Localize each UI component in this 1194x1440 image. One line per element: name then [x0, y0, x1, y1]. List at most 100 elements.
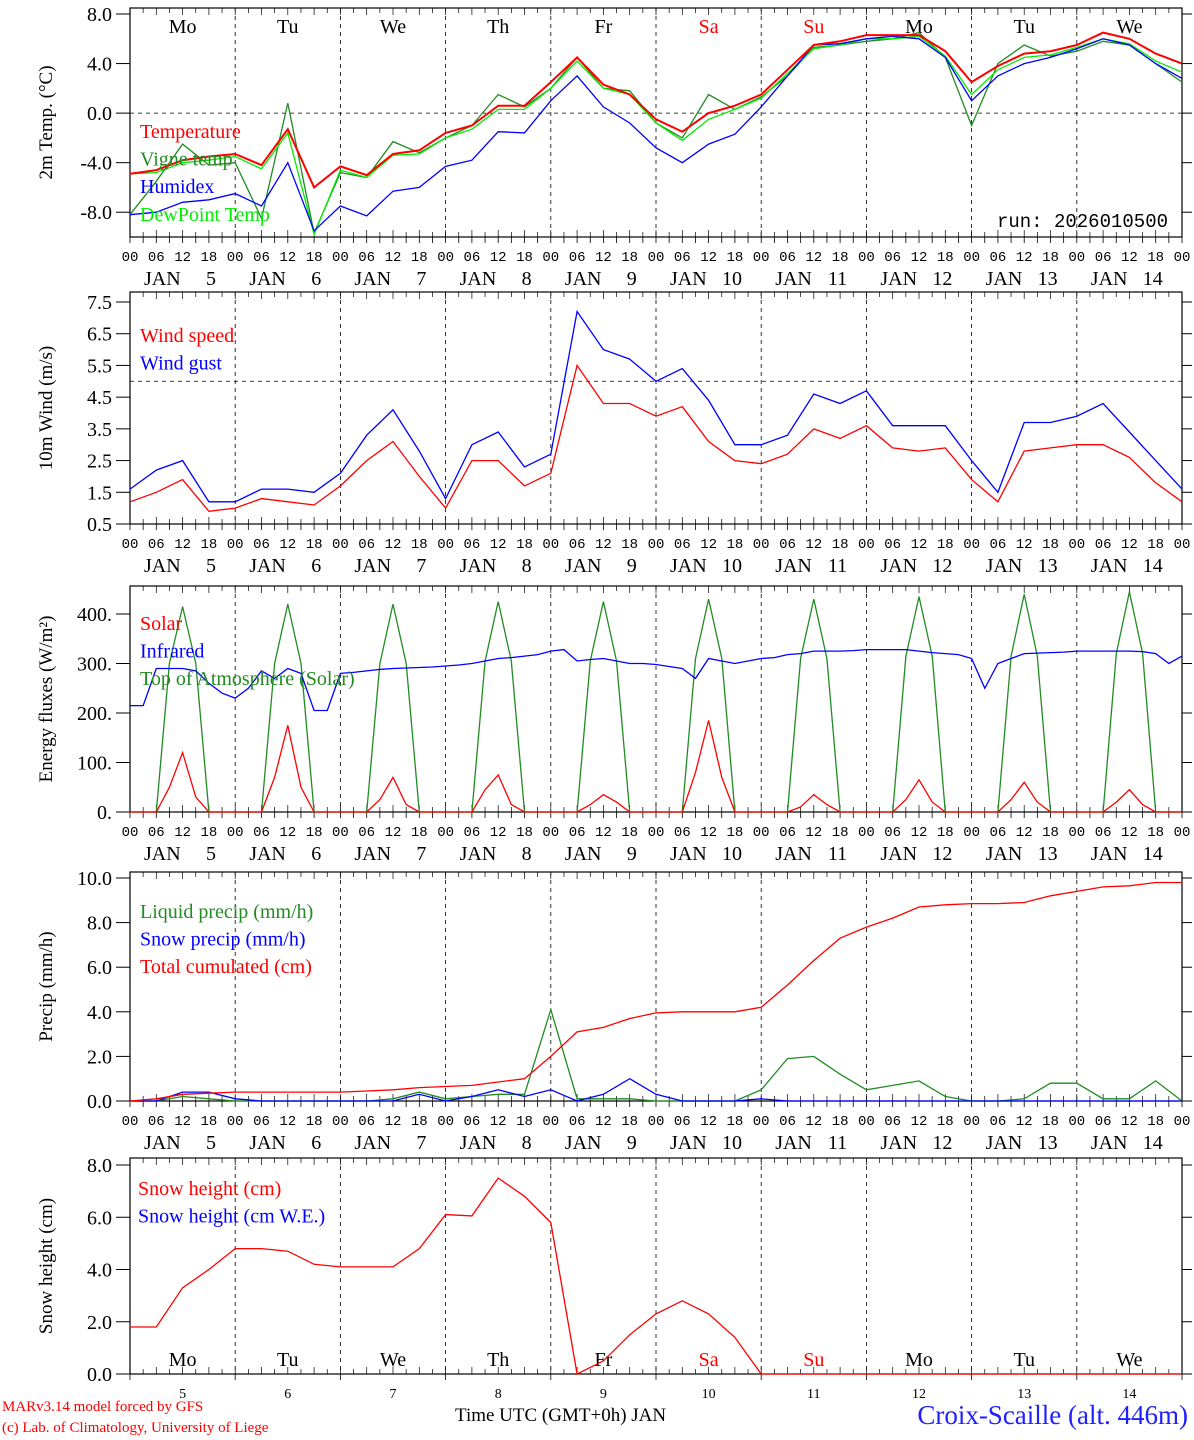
weekday-label: Mo: [169, 16, 197, 38]
series-wind-speed: [129, 363, 1183, 512]
hour-tick-label: 12: [1121, 1114, 1138, 1130]
month-label: JAN: [1091, 1132, 1128, 1154]
hour-tick-label: 12: [174, 825, 191, 841]
hour-tick-label: 00: [437, 250, 454, 266]
day-label: 8: [522, 268, 532, 290]
hour-tick-label: 18: [1042, 250, 1059, 266]
hour-tick-label: 06: [358, 250, 375, 266]
legend-entry: Temperature: [140, 121, 241, 143]
series-snow-precip-mm-h-: [130, 1077, 1182, 1102]
y-tick-label: 6.5: [87, 324, 112, 346]
hour-tick-label: 00: [332, 825, 349, 841]
day-number-label: 9: [600, 1387, 607, 1402]
day-label: 9: [627, 555, 637, 577]
hour-tick-label: 00: [122, 825, 139, 841]
month-label: JAN: [354, 843, 391, 865]
hour-tick-label: 00: [332, 250, 349, 266]
hour-tick-label: 06: [148, 825, 165, 841]
hour-tick-label: 18: [726, 1114, 743, 1130]
hour-tick-label: 06: [674, 1114, 691, 1130]
hour-tick-label: 18: [200, 825, 217, 841]
hour-tick-label: 00: [1068, 537, 1085, 553]
weekday-label: We: [1116, 16, 1142, 38]
hour-tick-label: 06: [463, 250, 480, 266]
weekday-label: Mo: [169, 1349, 197, 1371]
hour-tick-label: 12: [805, 825, 822, 841]
weekday-label: We: [1116, 1349, 1142, 1371]
hour-tick-label: 12: [490, 825, 507, 841]
hour-tick-label: 06: [674, 825, 691, 841]
day-label: 5: [206, 555, 216, 577]
y-tick-label: 6.0: [87, 957, 112, 979]
weekday-label: Tu: [277, 16, 299, 38]
y-tick-label: 8.0: [87, 913, 112, 935]
hour-tick-label: 18: [411, 537, 428, 553]
y-tick-label: -4.0: [80, 153, 112, 175]
y-tick-label: 8.0: [87, 1155, 112, 1177]
hour-tick-label: 06: [148, 250, 165, 266]
hour-tick-label: 12: [805, 537, 822, 553]
month-label: JAN: [249, 268, 286, 290]
hour-tick-label: 00: [542, 250, 559, 266]
series-temperature: [129, 31, 1183, 189]
day-label: 12: [932, 1132, 952, 1154]
hour-tick-label: 00: [1174, 537, 1191, 553]
hour-tick-label: 18: [1042, 825, 1059, 841]
y-tick-label: 4.5: [87, 387, 112, 409]
series-liquid-precip-mm-h-: [130, 1007, 1183, 1102]
month-label: JAN: [460, 268, 497, 290]
hour-tick-label: 12: [911, 250, 928, 266]
hour-tick-label: 18: [937, 250, 954, 266]
hour-tick-label: 00: [963, 537, 980, 553]
weekday-label: Su: [803, 1349, 824, 1371]
y-tick-label: 4.0: [87, 1002, 112, 1024]
hour-tick-label: 06: [148, 1114, 165, 1130]
hour-tick-label: 18: [516, 250, 533, 266]
day-label: 12: [932, 555, 952, 577]
hour-tick-label: 18: [306, 1114, 323, 1130]
month-label: JAN: [670, 268, 707, 290]
hour-tick-label: 18: [1147, 250, 1164, 266]
panel-5: 0.0 2.0 4.0 6.0 8.0 Snow height (cm) 5 6 7 8 9 10 11…: [36, 1155, 1192, 1402]
y-tick-label: 3.5: [87, 419, 112, 441]
day-number-label: 5: [179, 1387, 186, 1402]
hour-tick-label: 00: [542, 825, 559, 841]
day-label: 8: [522, 1132, 532, 1154]
legend-entry: Wind speed: [140, 325, 234, 347]
month-label: JAN: [144, 555, 181, 577]
day-label: 14: [1143, 268, 1163, 290]
hour-tick-label: 12: [490, 537, 507, 553]
day-label: 10: [722, 1132, 742, 1154]
hour-tick-label: 12: [174, 537, 191, 553]
hour-tick-label: 00: [542, 1114, 559, 1130]
hour-tick-label: 06: [1095, 825, 1112, 841]
y-tick-label: 2.0: [87, 1312, 112, 1334]
hour-tick-label: 12: [490, 1114, 507, 1130]
month-label: JAN: [986, 1132, 1023, 1154]
hour-tick-label: 00: [963, 1114, 980, 1130]
day-label: 13: [1038, 843, 1058, 865]
hour-tick-label: 06: [989, 250, 1006, 266]
hour-tick-label: 18: [516, 825, 533, 841]
hour-tick-label: 00: [753, 1114, 770, 1130]
day-number-label: 14: [1122, 1387, 1136, 1402]
month-label: JAN: [1091, 555, 1128, 577]
y-tick-label: 0.0: [87, 1364, 112, 1386]
panel-3: 0. 100. 200. 300. 400. Energy fluxes (W/m²) 00…: [36, 585, 1192, 865]
y-tick-label: 0.0: [87, 1091, 112, 1113]
legend-entry: DewPoint Temp: [140, 204, 270, 226]
hour-tick-label: 12: [1016, 825, 1033, 841]
y-tick-label: 1.5: [87, 482, 112, 504]
hour-tick-label: 06: [779, 825, 796, 841]
hour-tick-label: 18: [832, 1114, 849, 1130]
legend-entry: Snow precip (mm/h): [140, 929, 306, 951]
month-label: JAN: [986, 268, 1023, 290]
hour-tick-label: 18: [411, 250, 428, 266]
day-label: 12: [932, 268, 952, 290]
hour-tick-label: 00: [648, 250, 665, 266]
day-label: 11: [828, 555, 847, 577]
day-label: 11: [828, 843, 847, 865]
day-label: 13: [1038, 1132, 1058, 1154]
hour-tick-label: 00: [648, 537, 665, 553]
month-label: JAN: [1091, 843, 1128, 865]
